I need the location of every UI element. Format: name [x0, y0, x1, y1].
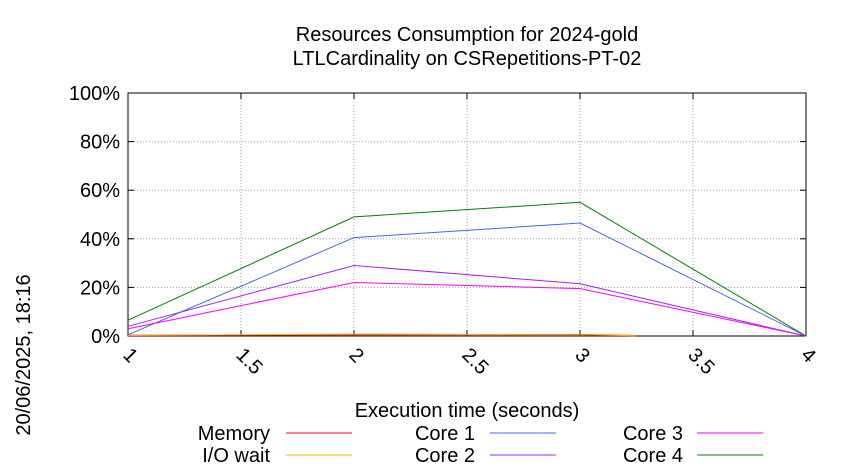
y-tick-label: 100%: [69, 83, 120, 105]
y-tick-label: 40%: [80, 229, 120, 251]
y-axis: 0% 20% 40% 60% 80% 100%: [69, 83, 806, 348]
series-lines: [127, 201, 807, 337]
chart-subtitle: LTLCardinality on CSRepetitions-PT-02: [293, 48, 642, 70]
x-tick-label: 4: [796, 344, 819, 367]
y-tick-label: 60%: [80, 180, 120, 202]
legend-label-core-4: Core 4: [623, 445, 683, 467]
x-axis-label: Execution time (seconds): [355, 400, 580, 422]
x-tick-label: 1.5: [231, 344, 266, 379]
series-line-core-2: [127, 264, 807, 337]
x-tick-label: 3.5: [683, 344, 718, 379]
legend-label-i-o-wait: I/O wait: [202, 445, 270, 467]
legend-label-core-1: Core 1: [415, 423, 475, 445]
x-tick-label: 1: [118, 344, 141, 367]
x-tick-label: 2.5: [457, 344, 492, 379]
x-tick-label: 3: [570, 344, 593, 367]
legend-label-memory: Memory: [198, 423, 270, 445]
legend-label-core-3: Core 3: [623, 423, 683, 445]
x-tick-label: 2: [344, 344, 367, 367]
series-line-core-1: [127, 222, 807, 337]
series-line-i-o-wait: [127, 333, 637, 337]
timestamp-label: 20/06/2025, 18:16: [13, 274, 35, 435]
series-line-core-4: [127, 201, 807, 337]
y-tick-label: 80%: [80, 132, 120, 154]
legend-label-core-2: Core 2: [415, 445, 475, 467]
y-tick-label: 20%: [80, 277, 120, 299]
chart-title: Resources Consumption for 2024-gold: [296, 24, 638, 46]
series-line-core-3: [127, 281, 807, 337]
y-tick-label: 0%: [91, 326, 120, 348]
grid-lines: [128, 93, 806, 336]
